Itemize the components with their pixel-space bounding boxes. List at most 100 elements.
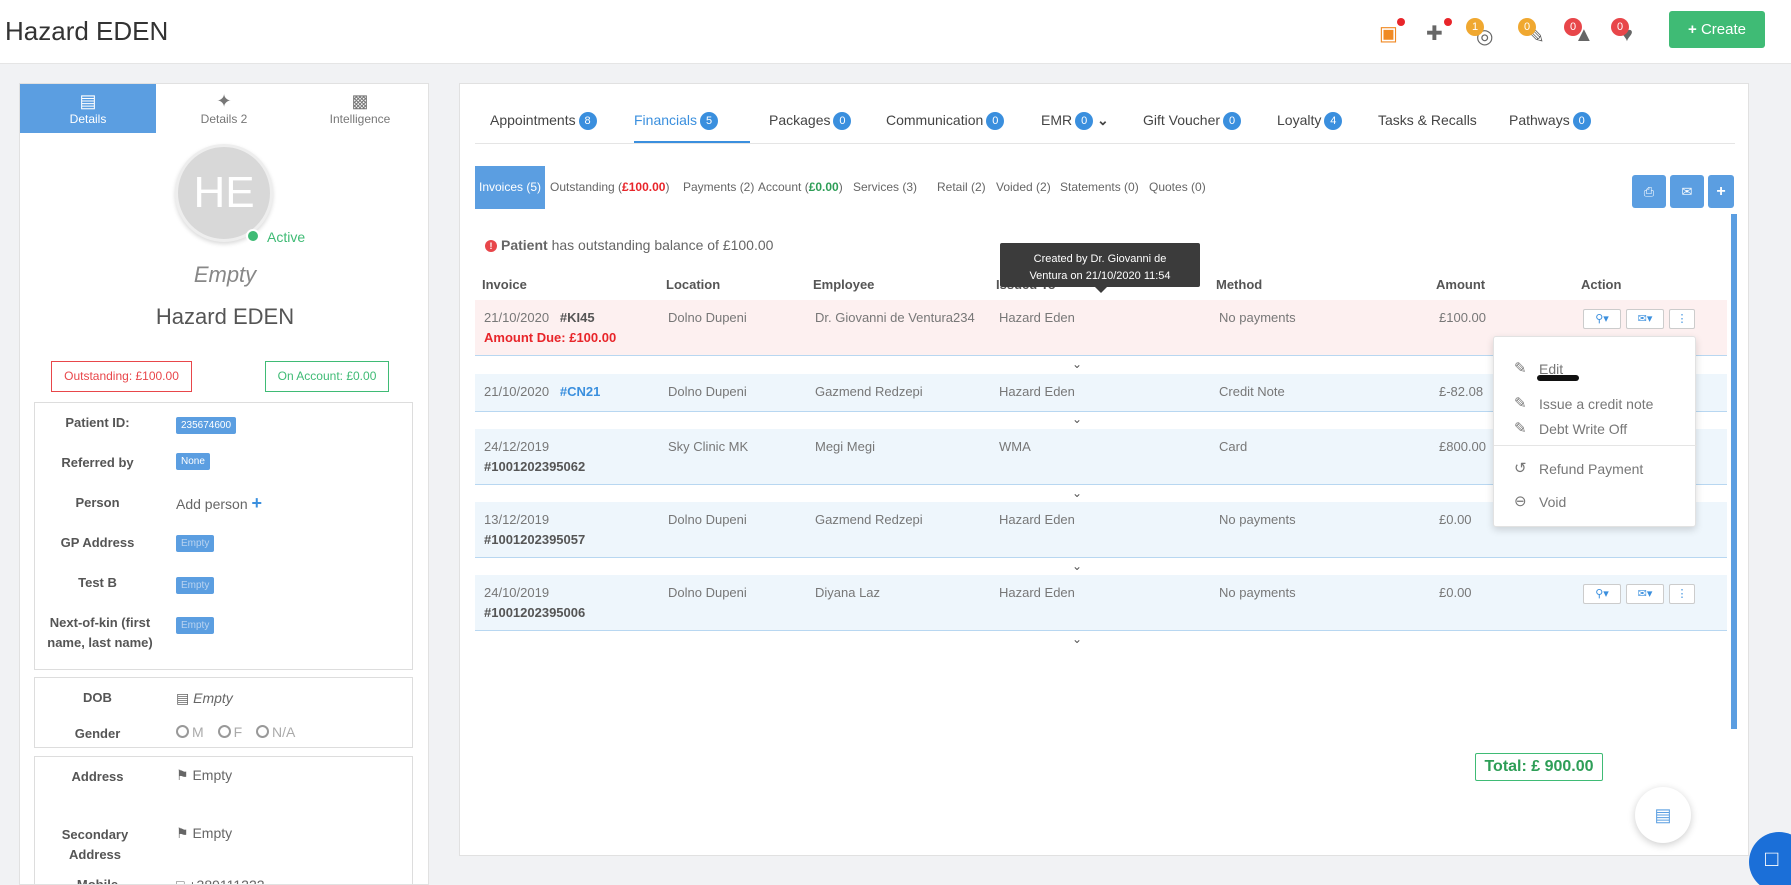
search-icon: ⚲▾ — [1595, 588, 1609, 600]
tab-label: Appointments — [490, 112, 576, 128]
count-badge: 0 — [1572, 112, 1591, 130]
subtab-quotes[interactable]: Quotes (0) — [1149, 180, 1206, 194]
search-icon: ⚲▾ — [1595, 313, 1609, 325]
scrollbar[interactable] — [1731, 214, 1737, 729]
tab-communication[interactable]: Communication 0 — [886, 112, 1005, 130]
tab-details-2[interactable]: ✦ Details 2 — [156, 84, 292, 133]
invoice-number[interactable]: #1001202395006 — [484, 605, 586, 620]
gender-radio-na[interactable] — [256, 725, 270, 738]
chevron-down-icon[interactable]: ⌄ — [1072, 632, 1083, 646]
minus-circle-icon: ⊖ — [1514, 493, 1527, 510]
alert-subject: Patient — [501, 237, 548, 253]
add-invoice-button[interactable]: + — [1708, 175, 1734, 208]
col-header-action: Action — [1581, 277, 1622, 292]
dob-value[interactable]: ▤ Empty — [176, 690, 233, 707]
calendar-icon: ▤ — [176, 690, 190, 706]
created-by-tooltip: Created by Dr. Giovanni de Ventura on 21… — [1000, 243, 1200, 293]
medical-notification[interactable]: ✚ — [1424, 18, 1454, 48]
menu-item-edit[interactable]: ✎ Edit — [1494, 357, 1697, 383]
gp-address-value[interactable]: Empty — [176, 535, 215, 552]
subtab-payments[interactable]: Payments (2) — [683, 180, 755, 194]
menu-item-debt-write-off[interactable]: ✎ Debt Write Off — [1494, 417, 1697, 443]
tab-emr[interactable]: EMR 0 ⌄ — [1041, 112, 1109, 130]
count-badge: 0 — [1075, 112, 1094, 130]
next-of-kin-value[interactable]: Empty — [176, 617, 215, 634]
target-notification[interactable]: ◎ 1 — [1466, 18, 1496, 48]
table-row[interactable]: 24/10/2019 #1001202395006 Dolno Dupeni D… — [475, 575, 1727, 631]
invoice-number[interactable]: #KI45 — [559, 310, 595, 325]
pen-notification[interactable]: ✎ 0 — [1518, 18, 1548, 48]
email-dropdown-button[interactable]: ✉▾ — [1626, 584, 1664, 604]
subtab-account[interactable]: Account (£0.00) — [758, 180, 843, 194]
add-person-button[interactable]: Add person + — [176, 493, 262, 514]
create-button[interactable]: + Create — [1669, 11, 1765, 48]
tab-financials[interactable]: Financials 5 — [634, 112, 719, 130]
calendar-icon: ▣ — [1379, 23, 1398, 45]
issued-to: Hazard Eden — [999, 384, 1075, 399]
employee: Gazmend Redzepi — [815, 384, 923, 399]
more-actions-button[interactable]: ⋮ — [1669, 309, 1695, 329]
tab-loyalty[interactable]: Loyalty 4 — [1277, 112, 1343, 130]
invoice-number[interactable]: #CN21 — [559, 384, 601, 399]
issued-to: Hazard Eden — [999, 310, 1075, 325]
plus-icon: + — [1716, 183, 1726, 200]
tab-tasks-recalls[interactable]: Tasks & Recalls — [1378, 112, 1477, 128]
notification-dot — [1444, 18, 1452, 26]
warning-notification[interactable]: ▲ 0 — [1564, 18, 1594, 48]
address-label: Address — [71, 769, 124, 784]
chevron-down-icon: ⌄ — [1097, 112, 1109, 128]
mobile-value[interactable]: □ +389111222 — [176, 877, 265, 884]
info-icon: ! — [485, 240, 497, 252]
subtab-voided[interactable]: Voided (2) — [996, 180, 1051, 194]
view-dropdown-button[interactable]: ⚲▾ — [1583, 584, 1621, 604]
email-button[interactable]: ✉ — [1670, 175, 1704, 208]
on-account-box[interactable]: On Account: £0.00 — [265, 361, 389, 392]
gender-option-label: N/A — [272, 724, 296, 740]
secondary-address-value[interactable]: ⚑ Empty — [176, 825, 232, 842]
tab-label: EMR — [1041, 112, 1073, 128]
method: Card — [1219, 439, 1248, 454]
tab-gift-voucher[interactable]: Gift Voucher 0 — [1143, 112, 1242, 130]
chevron-down-icon[interactable]: ⌄ — [1072, 357, 1083, 371]
address-value[interactable]: ⚑ Empty — [176, 767, 232, 784]
gender-radio-m[interactable] — [176, 725, 189, 738]
status-label: Active — [267, 229, 306, 245]
menu-item-credit-note[interactable]: ✎ Issue a credit note — [1494, 392, 1697, 418]
invoice-number[interactable]: #1001202395057 — [484, 532, 586, 547]
tab-details[interactable]: ▤ Details — [20, 84, 156, 133]
tab-intelligence[interactable]: ▩ Intelligence — [292, 84, 428, 133]
subtab-outstanding[interactable]: Outstanding (£100.00) — [550, 180, 669, 194]
menu-item-refund[interactable]: ↺ Refund Payment — [1494, 457, 1697, 483]
chevron-down-icon[interactable]: ⌄ — [1072, 486, 1083, 500]
chat-fab[interactable]: □ — [1749, 832, 1791, 885]
payment-fab[interactable]: ▤ — [1635, 787, 1691, 843]
patient-nickname[interactable]: Empty — [193, 262, 257, 287]
tab-packages[interactable]: Packages 0 — [769, 112, 852, 130]
subtab-invoices[interactable]: Invoices (5) — [475, 166, 545, 209]
subtab-retail[interactable]: Retail (2) — [937, 180, 986, 194]
referred-by-value[interactable]: None — [176, 453, 210, 470]
count-badge: 4 — [1324, 112, 1343, 130]
calendar-notification[interactable]: ▣ — [1377, 18, 1407, 48]
invoice-number[interactable]: #1001202395062 — [484, 459, 586, 474]
outstanding-box[interactable]: Outstanding: £100.00 — [51, 361, 192, 392]
more-actions-button[interactable]: ⋮ — [1669, 584, 1695, 604]
subtab-services[interactable]: Services (3) — [853, 180, 918, 194]
menu-item-void[interactable]: ⊖ Void — [1494, 490, 1697, 516]
amount: £800.00 — [1439, 439, 1486, 454]
heart-notification[interactable]: ♥ 0 — [1611, 18, 1641, 48]
chevron-down-icon[interactable]: ⌄ — [1072, 559, 1083, 573]
chevron-down-icon[interactable]: ⌄ — [1072, 412, 1083, 426]
view-dropdown-button[interactable]: ⚲▾ — [1583, 309, 1621, 329]
gender-radio-f[interactable] — [217, 725, 231, 738]
table-row[interactable]: 21/10/2020 #KI45 Amount Due: £100.00 Dol… — [475, 300, 1727, 356]
tab-label: Details 2 — [200, 112, 248, 126]
tab-appointments[interactable]: Appointments 8 — [490, 112, 597, 130]
test-b-value[interactable]: Empty — [176, 577, 215, 594]
subtab-statements[interactable]: Statements (0) — [1060, 180, 1139, 194]
email-dropdown-button[interactable]: ✉▾ — [1626, 309, 1664, 329]
avatar[interactable]: HE — [175, 144, 273, 242]
print-button[interactable]: ⎙ — [1632, 175, 1666, 208]
tab-pathways[interactable]: Pathways 0 — [1509, 112, 1591, 130]
main-tabs: Appointments 8 Financials 5 Packages 0 Comm… — [475, 84, 1735, 144]
